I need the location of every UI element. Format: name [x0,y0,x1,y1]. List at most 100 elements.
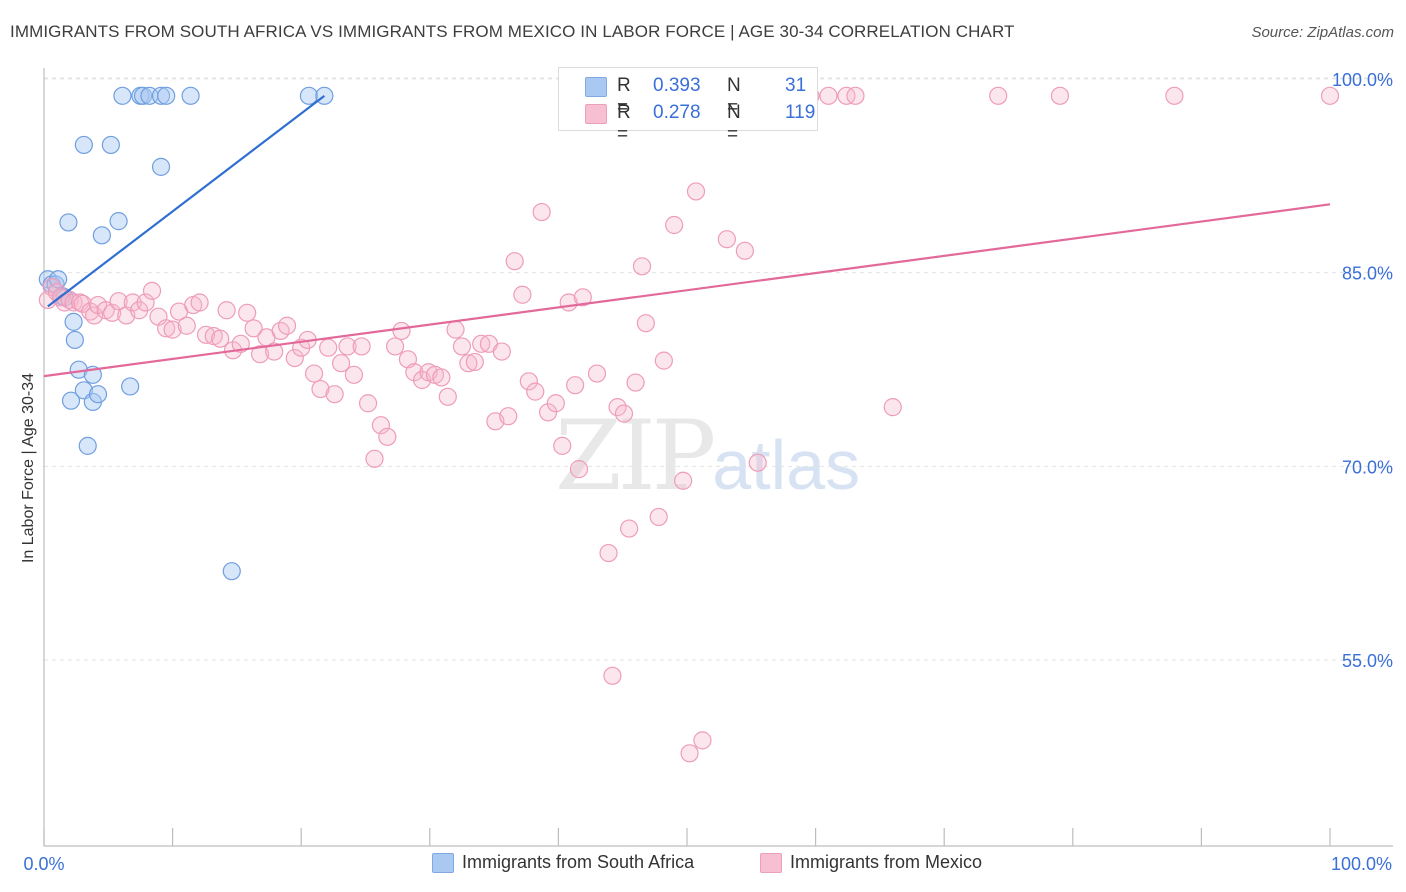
gridlines [44,77,1393,661]
south-africa-point [113,86,132,105]
mexico-point [432,368,451,387]
mexico-point [608,398,627,417]
south-africa-point [109,212,128,231]
mexico-point [569,460,589,479]
mexico-point [665,215,684,235]
legend-r-value-mexico: 0.278 [653,102,701,123]
south-africa-point [59,213,78,232]
mexico-trend-line [43,203,1331,378]
mexico-point [532,202,551,222]
mexico-point [566,376,585,395]
south-africa-point [151,86,171,105]
mexico-point [452,337,472,356]
legend-n-label: N = [727,75,741,118]
legend-n-label: N = [727,102,741,145]
south-africa-point [101,135,120,155]
stats-legend: R = 0.393 N = 31 R = 0.278 N = 119 [558,67,818,145]
legend-swatch-south-africa [585,77,607,97]
mexico-point [553,436,572,455]
south-africa-point [78,436,97,455]
mexico-point [344,365,364,384]
south-africa-point [181,86,200,105]
south-africa-point [88,385,108,404]
mexico-point [331,354,351,373]
mexico-point [190,293,209,312]
mexico-point [465,352,484,372]
mexico-point [603,666,622,685]
x-tick-label: 100.0% [1331,854,1392,874]
mexico-point [472,334,491,353]
mexico-point [620,519,639,538]
legend-r-label: R = [617,75,631,118]
trend-lines [43,94,1331,378]
bottom-legend-label-south-africa: Immigrants from South Africa [462,852,695,872]
south-africa-point [92,226,111,245]
axes [43,68,1393,847]
bottom-legend-label-mexico: Immigrants from Mexico [790,852,983,872]
mexico-point [819,86,838,105]
y-tick-label: 85.0% [1342,264,1393,284]
south-africa-point [299,86,319,105]
mexico-point [649,507,668,527]
legend-r-value-south-africa: 0.393 [653,75,701,96]
mexico-point [277,316,297,335]
mexico-point [196,325,216,344]
mexico-point [459,354,478,373]
mexico-point [573,288,592,307]
mexico-point [989,86,1008,105]
mexico-point [614,404,634,423]
watermark-atlas: atlas [712,426,861,504]
mexico-point [735,241,754,260]
mexico-point [686,182,706,201]
mexico-point [492,342,511,361]
mexico-point [499,407,518,426]
mexico-point [378,427,397,446]
mexico-point [636,314,655,333]
legend-r-label: R = [617,102,631,145]
mexico-point [157,319,176,338]
mexico-point [365,449,384,468]
mexico-point [338,337,357,356]
mexico-point [163,320,182,339]
mexico-point [385,337,405,356]
source-label: Source: ZipAtlas.com [1251,24,1394,41]
south-africa-trend-line [47,94,326,308]
y-tick-label: 70.0% [1342,457,1393,477]
legend-swatch-mexico [585,104,607,124]
south-africa-point [157,86,176,105]
mexico-point [446,320,465,339]
mexico-point [519,372,538,391]
mexico-point [846,86,865,105]
series-mexico-points [38,86,1340,763]
bottom-legend-swatch-south-africa [432,853,454,873]
mexico-point [526,382,545,401]
south-africa-point [151,157,171,176]
mexico-point [103,303,122,322]
x-tick-label: 0.0% [23,854,64,874]
y-tick-label: 55.0% [1342,651,1393,671]
zipatlas-watermark: ZIPatlas [555,400,860,512]
mexico-point [717,230,736,249]
mexico-point [587,364,607,383]
mexico-point [438,387,457,406]
mexico-point [109,292,128,311]
mexico-point [265,342,284,361]
mexico-point [85,306,104,325]
south-africa-point [74,135,93,155]
tick-labels: 55.0% 70.0% 85.0% 100.0% 0.0% 100.0% [23,70,1393,874]
mexico-point [680,744,699,763]
mexico-point [358,394,378,413]
south-africa-point [65,330,84,350]
south-africa-point [121,377,140,396]
bottom-legend-swatch-mexico [760,853,782,873]
chart-title: IMMIGRANTS FROM SOUTH AFRICA VS IMMIGRAN… [10,22,1015,41]
mexico-point [505,252,524,271]
mexico-point [371,416,391,435]
mexico-point [73,294,92,313]
mexico-point [304,364,324,383]
mexico-point [311,379,330,399]
mexico-point [1320,86,1340,105]
mexico-point [674,471,693,490]
mexico-point [42,277,61,297]
